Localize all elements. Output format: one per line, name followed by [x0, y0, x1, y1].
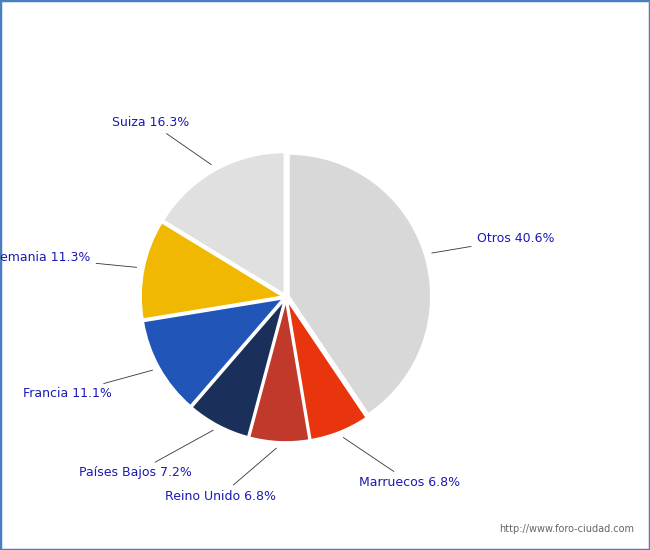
Wedge shape: [163, 152, 285, 294]
Wedge shape: [249, 300, 309, 442]
Wedge shape: [287, 300, 367, 440]
Text: Alemania 11.3%: Alemania 11.3%: [0, 251, 136, 267]
Text: http://www.foro-ciudad.com: http://www.foro-ciudad.com: [499, 524, 634, 534]
Text: Otros 40.6%: Otros 40.6%: [432, 233, 554, 253]
Text: Alcantarilla - Turistas extranjeros según país - Abril de 2024: Alcantarilla - Turistas extranjeros segú…: [76, 13, 574, 29]
Wedge shape: [192, 300, 285, 437]
Wedge shape: [143, 299, 283, 406]
Wedge shape: [141, 222, 283, 320]
Text: Marruecos 6.8%: Marruecos 6.8%: [343, 437, 460, 489]
Text: Países Bajos 7.2%: Países Bajos 7.2%: [79, 430, 213, 480]
Text: Suiza 16.3%: Suiza 16.3%: [112, 116, 211, 164]
Text: Reino Unido 6.8%: Reino Unido 6.8%: [165, 448, 276, 503]
Wedge shape: [289, 154, 431, 414]
Text: Francia 11.1%: Francia 11.1%: [23, 370, 153, 400]
